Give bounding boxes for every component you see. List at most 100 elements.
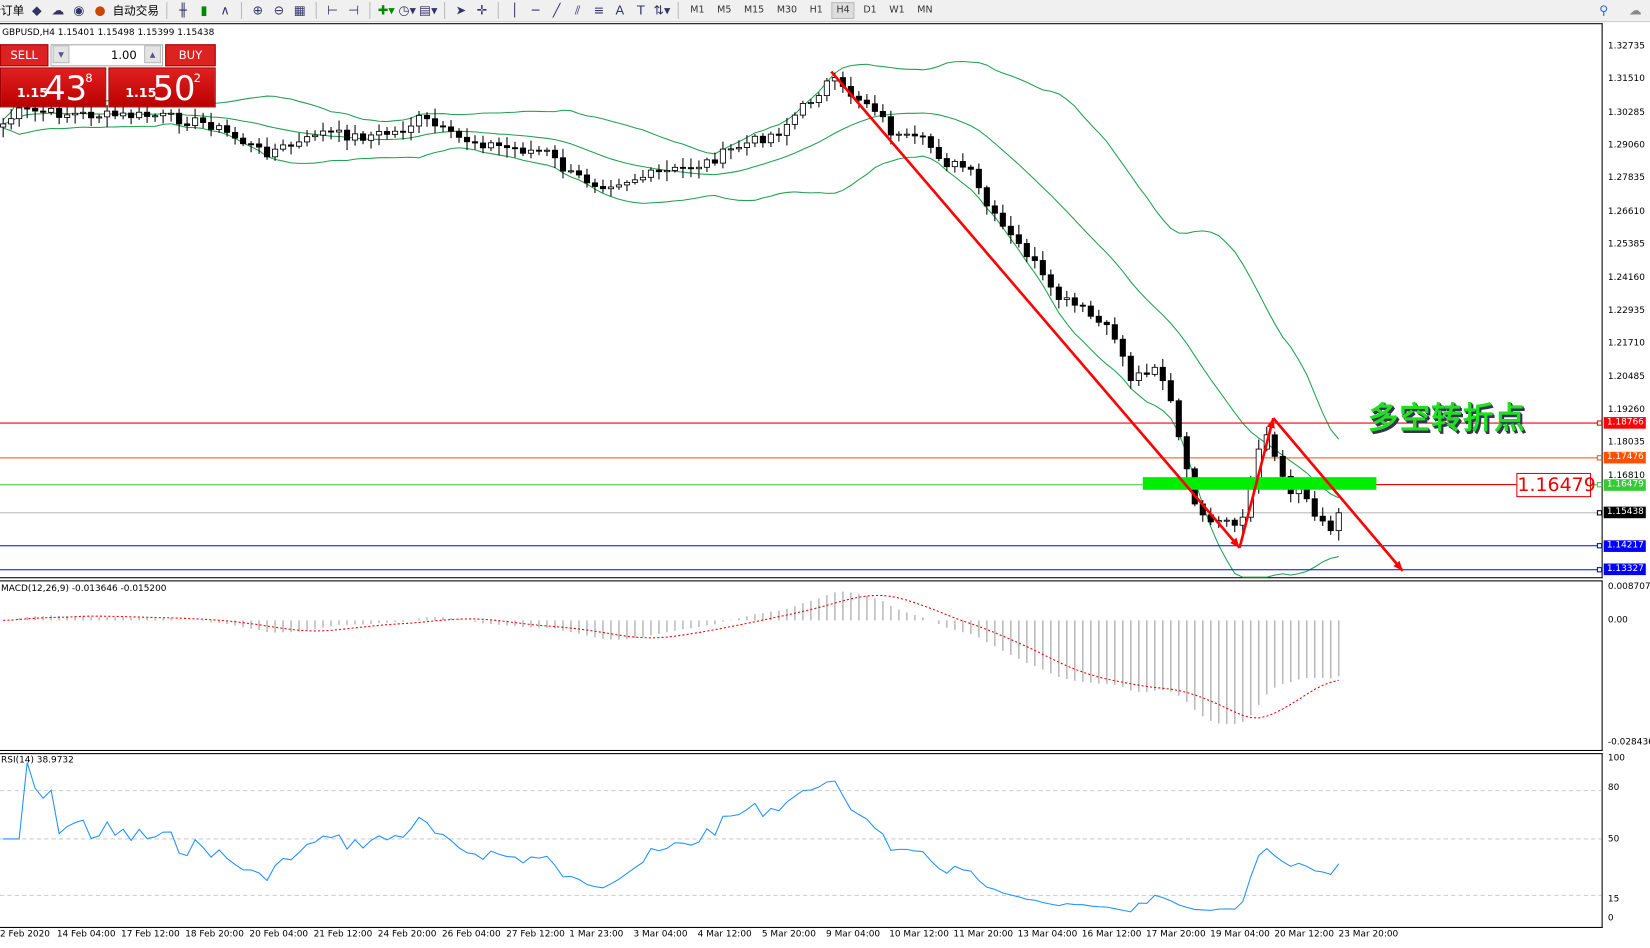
macd-signal-line [3,594,1339,719]
expert-icon[interactable]: ◆ [31,3,42,18]
auto-trading-icon[interactable]: ● [94,3,106,18]
candle-body [359,133,367,141]
buy-price-box[interactable]: 1.15 50 2 [108,67,216,109]
text-icon[interactable]: A [615,3,625,18]
candle-body [343,129,351,141]
candle-body [320,130,327,136]
price-axis-label: 1.31510 [1607,74,1645,85]
sell-price-box[interactable]: 1.15 43 8 [0,67,107,109]
candle-body [663,170,670,173]
candle-body [335,129,343,133]
vertical-line-icon[interactable]: │ [510,3,519,18]
lot-size-input[interactable]: 1.00 [50,44,164,67]
search-icon[interactable]: ⚲ [1599,3,1609,18]
candle-body [80,111,87,114]
rsi-axis-15: 15 [1607,894,1620,905]
price-axis-label: 1.29060 [1607,140,1645,151]
buy-button[interactable]: BUY [165,44,216,67]
periods-icon[interactable]: ◷▾ [398,3,416,18]
chat-icon[interactable]: ☁ [1628,3,1642,18]
candle-body [415,114,423,127]
candle-body [719,148,726,164]
divider [315,2,317,19]
timeframe-d1[interactable]: D1 [863,5,877,16]
candle-body [935,147,942,159]
templates-icon[interactable]: ▤▾ [419,3,438,18]
candle-body [463,136,471,143]
bar-chart-icon[interactable]: ╫ [179,3,187,18]
candle-body [1311,498,1318,517]
date-axis-label: 17 Feb 12:00 [121,929,180,940]
candle-body [1007,225,1014,236]
sell-button[interactable]: SELL [0,44,49,67]
projected-downtrend-arrow [1272,417,1404,572]
auto-trading-button[interactable]: 自动交易 [112,4,159,18]
price-axis-label: 1.19260 [1607,404,1645,415]
candle-body [879,111,886,118]
price-axis-label: 1.24160 [1607,272,1645,283]
rsi-axis-80: 80 [1607,782,1620,794]
candle-chart-icon[interactable]: ▮ [200,3,208,18]
candle-body [743,142,750,148]
timeframe-m5[interactable]: M5 [717,5,732,16]
channel-icon[interactable]: ⫽ [574,2,581,18]
bollinger-middle-band [2,112,1339,499]
candle-body [631,179,639,183]
timeframe-m15[interactable]: M15 [743,5,765,16]
line-chart-icon[interactable]: ∧ [220,3,230,18]
chart-shift-icon[interactable]: ⊣ [348,3,360,18]
zoom-in-icon[interactable]: ⊕ [252,3,264,18]
price-axis-label: 1.18035 [1607,437,1645,448]
divider [497,2,499,19]
timeframe-m30[interactable]: M30 [776,5,798,16]
candle-body [200,117,207,123]
price-level-handle [1596,482,1603,488]
rsi-line [3,762,1340,913]
candle-body [671,166,678,171]
candle-body [431,118,439,127]
candle-body [112,110,119,117]
autoscroll-icon[interactable]: ⊢ [327,3,339,18]
candle-body [144,111,151,117]
trendline-icon[interactable]: ╱ [552,3,561,18]
candle-body [1135,372,1142,382]
rsi-axis-50: 50 [1607,834,1620,845]
fibonacci-icon[interactable]: ≡ [593,3,605,18]
crosshair-icon[interactable]: ✛ [476,3,488,18]
candle-body [959,161,966,168]
candle-body [1031,256,1038,261]
candle-body [687,167,694,170]
candle-body [1055,286,1062,300]
candle-body [943,158,950,168]
sell-price-pips: 43 [44,68,88,109]
candle-body [1223,519,1230,522]
candle-body [72,112,79,116]
bollinger-upper-band [2,60,1340,440]
timeframe-w1[interactable]: W1 [889,5,905,16]
candle-body [1119,338,1126,357]
candle-body [1103,321,1110,326]
timeframe-m1[interactable]: M1 [690,5,705,16]
cursor-icon[interactable]: ➤ [455,3,467,18]
zoom-out-icon[interactable]: ⊖ [273,3,285,18]
candle-body [471,141,479,144]
timeframe-mn[interactable]: MN [917,5,933,16]
text-label-icon[interactable]: T [636,3,645,18]
candle-body [152,115,159,118]
lot-increase-button[interactable]: ▲ [144,45,162,64]
rsi-panel-frame [0,753,1603,928]
new-order-button[interactable]: 新订单 [0,4,25,18]
timeframe-h1[interactable]: H1 [809,5,823,16]
lot-decrease-button[interactable]: ▼ [52,45,70,64]
arrows-icon[interactable]: ⇅▾ [653,3,671,18]
timeframe-h4[interactable]: H4 [831,2,855,19]
indicators-icon[interactable]: ✚▾ [377,3,395,18]
tile-windows-icon[interactable]: ▦ [293,3,306,18]
rsi-label: RSI(14) 38.9732 [1,755,74,766]
horizontal-line-icon[interactable]: ─ [531,3,540,18]
buy-price-pips: 50 [152,68,196,109]
signal-icon[interactable]: ◉ [73,3,85,18]
candle-body [216,125,223,130]
navigator-icon[interactable]: ☁ [51,3,65,18]
